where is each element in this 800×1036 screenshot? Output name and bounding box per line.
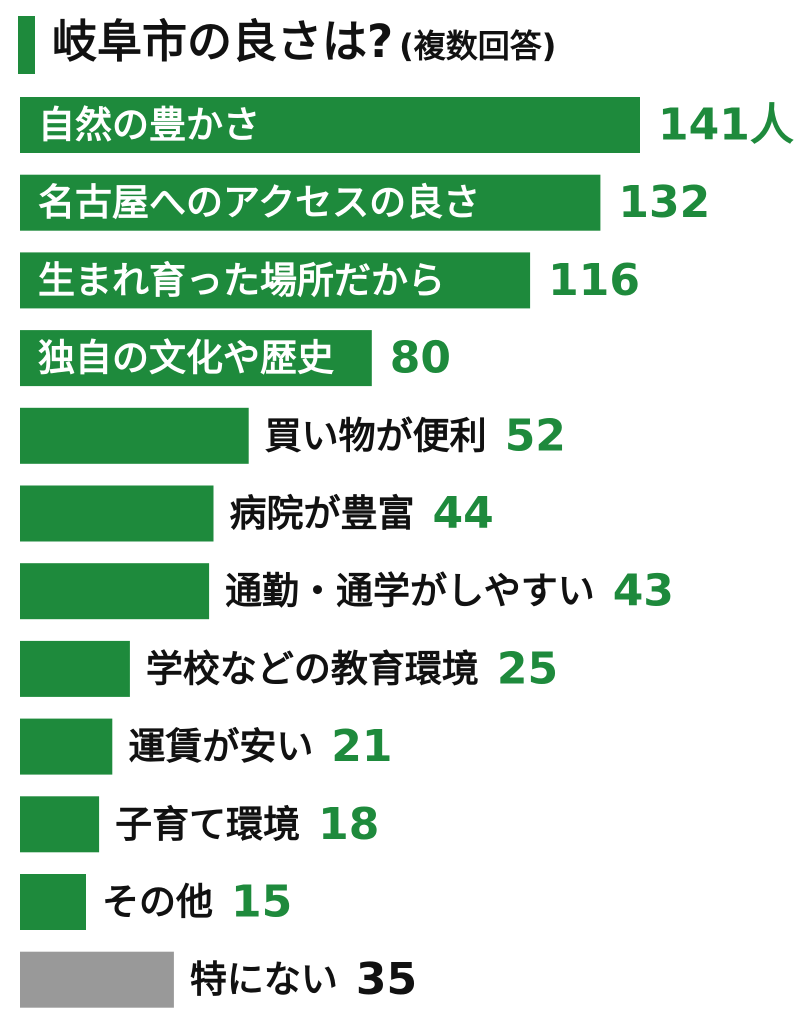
bar-8 bbox=[20, 718, 113, 775]
bar-3 bbox=[20, 330, 372, 387]
bar-6 bbox=[20, 563, 210, 620]
category-label-9: 子育て環境 bbox=[115, 803, 300, 846]
value-label-10: 15 bbox=[231, 877, 292, 928]
category-label-11: 特にない bbox=[190, 958, 338, 1001]
value-label-11: 35 bbox=[356, 954, 417, 1005]
value-label-9: 18 bbox=[318, 799, 379, 850]
bar-7 bbox=[20, 640, 130, 697]
chart-subtitle: (複数回答) bbox=[399, 27, 557, 65]
value-label-7: 25 bbox=[497, 643, 558, 694]
category-label-7: 学校などの教育環境 bbox=[146, 647, 479, 690]
value-label-3: 80 bbox=[390, 333, 451, 384]
bar-1 bbox=[20, 174, 601, 231]
value-label-0: 141人 bbox=[658, 100, 794, 151]
title-accent-bar bbox=[18, 16, 35, 74]
bar-10 bbox=[20, 874, 86, 930]
value-label-4: 52 bbox=[505, 410, 566, 461]
value-label-5: 44 bbox=[433, 488, 494, 539]
category-label-4: 買い物が便利 bbox=[265, 414, 487, 457]
bar-2 bbox=[20, 252, 531, 309]
bar-5 bbox=[20, 485, 214, 542]
bar-4 bbox=[20, 407, 249, 464]
category-label-2: 生まれ育った場所だから bbox=[38, 259, 445, 302]
category-label-3: 独自の文化や歴史 bbox=[38, 337, 334, 380]
bar-0 bbox=[20, 97, 640, 153]
category-label-10: その他 bbox=[102, 881, 213, 924]
chart-title-block: 岐阜市の良さは? (複数回答) bbox=[18, 10, 788, 80]
category-label-1: 名古屋へのアクセスの良さ bbox=[38, 181, 480, 224]
value-label-1: 132 bbox=[618, 177, 710, 228]
value-label-6: 43 bbox=[613, 566, 674, 617]
category-label-6: 通勤・通学がしやすい bbox=[225, 570, 595, 613]
category-label-5: 病院が豊富 bbox=[229, 492, 414, 535]
bar-11 bbox=[20, 951, 174, 1008]
category-label-0: 自然の豊かさ bbox=[38, 104, 260, 147]
chart-title-text: 岐阜市の良さは? bbox=[52, 15, 394, 68]
value-label-2: 116 bbox=[548, 255, 640, 306]
value-label-8: 21 bbox=[331, 721, 392, 772]
bar-9 bbox=[20, 796, 100, 853]
category-label-8: 運賃が安い bbox=[128, 725, 313, 768]
chart-title: 岐阜市の良さは? (複数回答) bbox=[52, 12, 556, 76]
